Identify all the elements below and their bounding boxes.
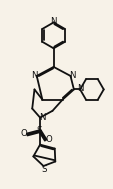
Text: S: S [41,165,46,174]
Text: N: N [69,71,75,80]
Text: N: N [39,113,45,122]
Text: N: N [31,71,38,80]
Text: O: O [20,129,27,138]
Text: N: N [77,84,83,93]
Text: S: S [36,126,42,135]
Text: N: N [50,17,56,26]
Text: O: O [45,135,52,144]
